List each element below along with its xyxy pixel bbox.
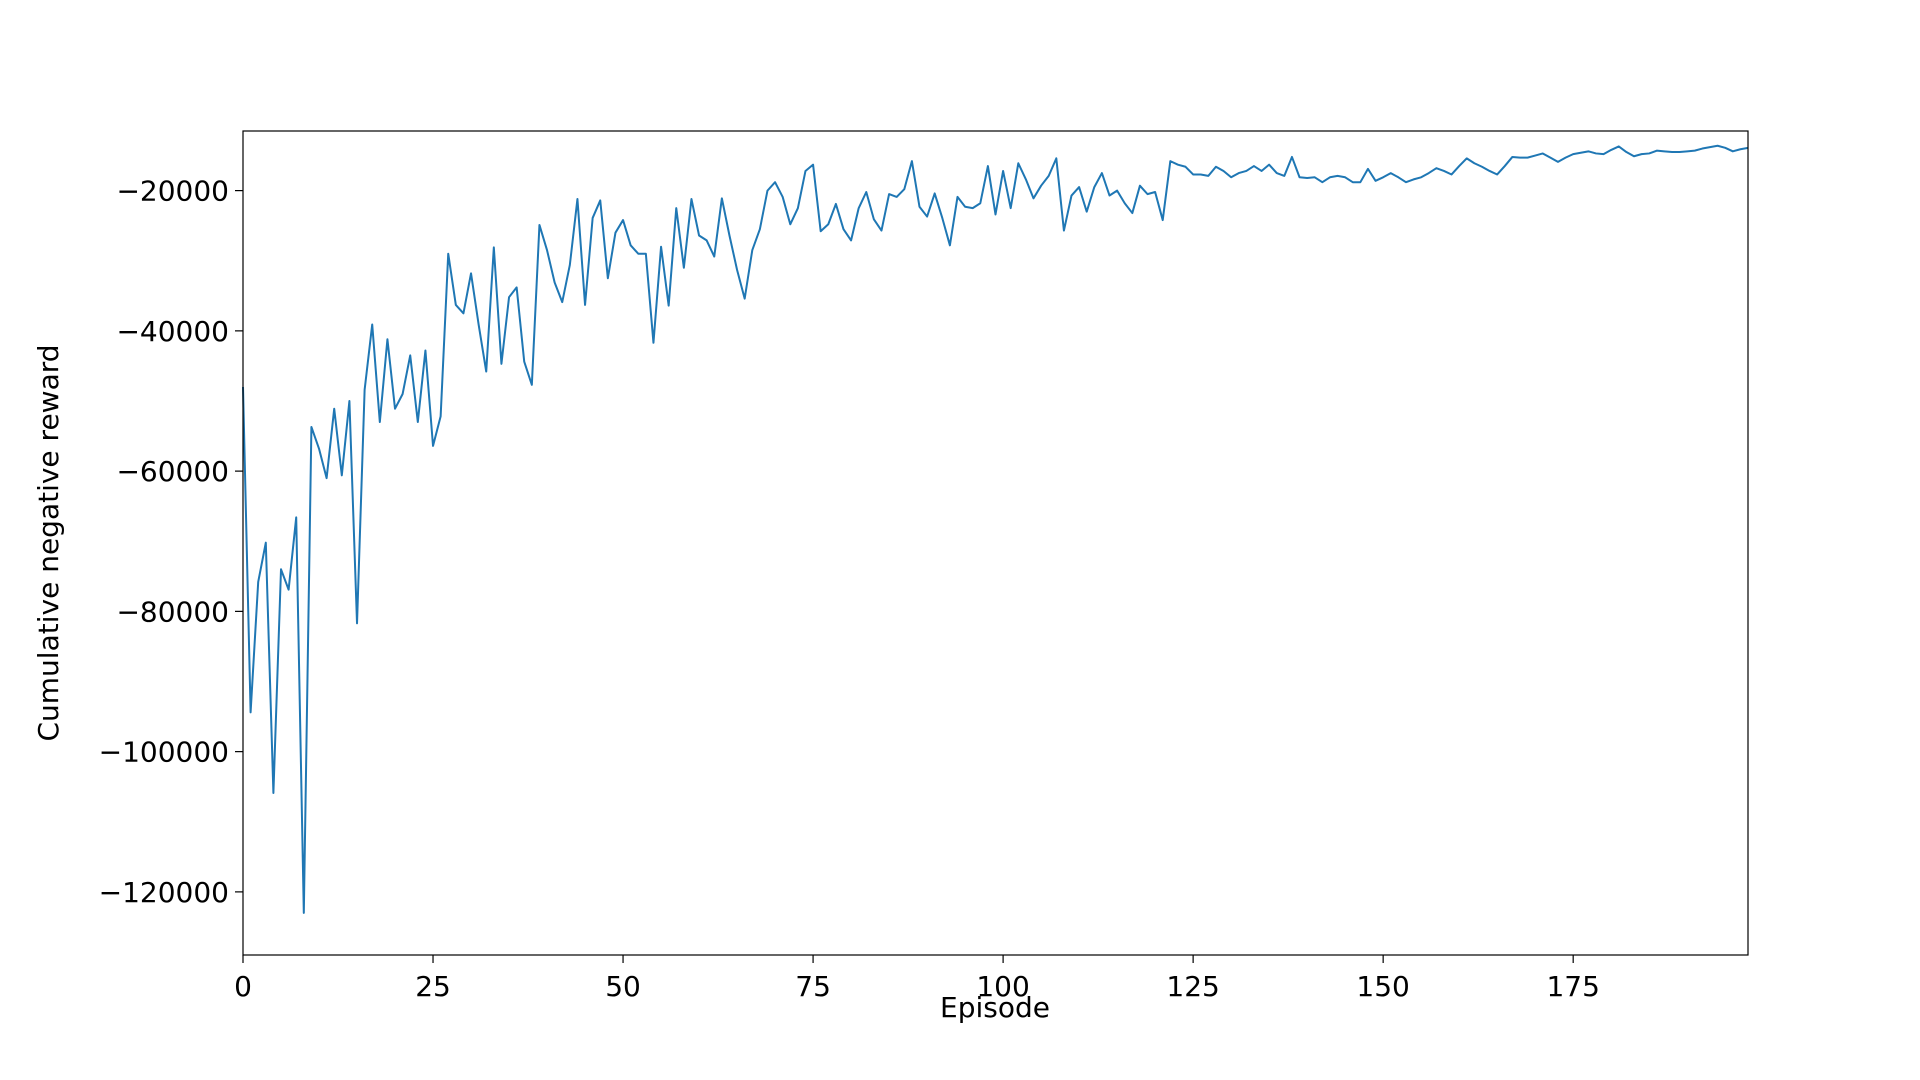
data-line <box>242 144 1749 914</box>
x-tick-label: 75 <box>795 970 831 1003</box>
y-tick-label: −80000 <box>116 595 229 628</box>
y-axis-label: Cumulative negative reward <box>32 344 65 741</box>
y-tick-label: −20000 <box>116 175 229 208</box>
x-tick-label: 25 <box>415 970 451 1003</box>
x-tick-label: 100 <box>976 970 1029 1003</box>
plot-frame <box>242 130 1749 956</box>
x-tick-label: 125 <box>1166 970 1219 1003</box>
x-tick-label: 150 <box>1356 970 1409 1003</box>
x-tick-label: 175 <box>1546 970 1599 1003</box>
y-tick-label: −40000 <box>116 315 229 348</box>
x-tick-label: 0 <box>234 970 252 1003</box>
y-tick-label: −60000 <box>116 455 229 488</box>
y-tick-label: −120000 <box>99 876 229 909</box>
x-axis-label: Episode <box>940 991 1050 1024</box>
y-tick-label: −100000 <box>99 736 229 769</box>
x-tick-label: 50 <box>605 970 641 1003</box>
